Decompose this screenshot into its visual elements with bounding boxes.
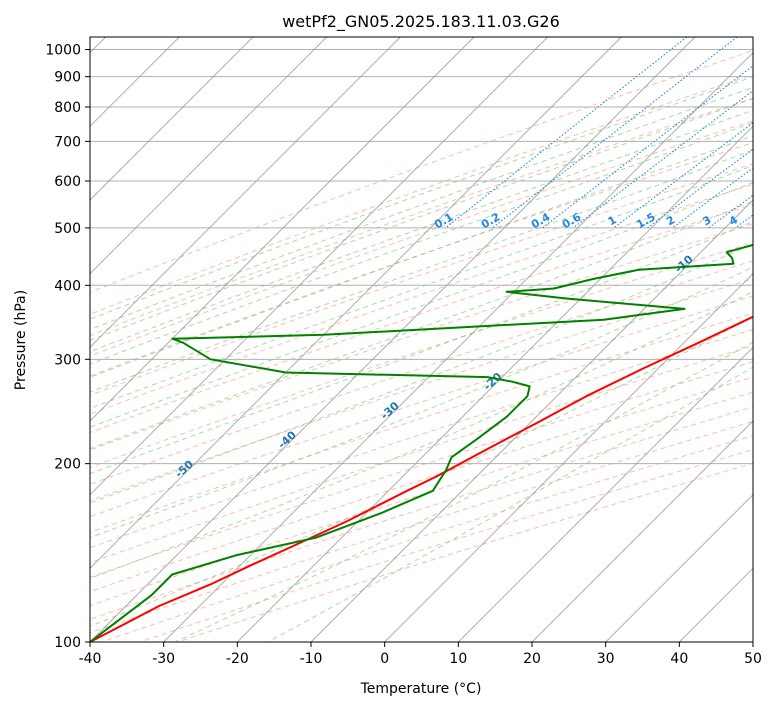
y-tick-label: 900 xyxy=(54,70,81,86)
x-tick-label: 40 xyxy=(670,651,688,667)
x-tick-label: -20 xyxy=(226,651,249,667)
x-tick-label: 30 xyxy=(597,651,615,667)
x-tick-label: -40 xyxy=(79,651,102,667)
y-axis-label: Pressure (hPa) xyxy=(13,290,29,390)
x-axis-label: Temperature (°C) xyxy=(360,681,482,697)
y-tick-label: 100 xyxy=(54,635,81,651)
x-tick-label: 0 xyxy=(380,651,389,667)
chart-title: wetPf2_GN05.2025.183.11.03.G26 xyxy=(282,12,560,32)
y-tick-label: 700 xyxy=(54,134,81,150)
y-tick-label: 600 xyxy=(54,174,81,190)
x-tick-label: 50 xyxy=(744,651,762,667)
y-tick-label: 300 xyxy=(54,352,81,368)
y-tick-label: 400 xyxy=(54,278,81,294)
x-tick-label: -30 xyxy=(152,651,175,667)
x-tick-label: -10 xyxy=(300,651,323,667)
x-tick-label: 20 xyxy=(523,651,541,667)
x-tick-label: 10 xyxy=(449,651,467,667)
y-tick-label: 200 xyxy=(54,457,81,473)
y-tick-label: 800 xyxy=(54,100,81,116)
y-tick-label: 1000 xyxy=(45,43,81,59)
y-tick-label: 500 xyxy=(54,221,81,237)
